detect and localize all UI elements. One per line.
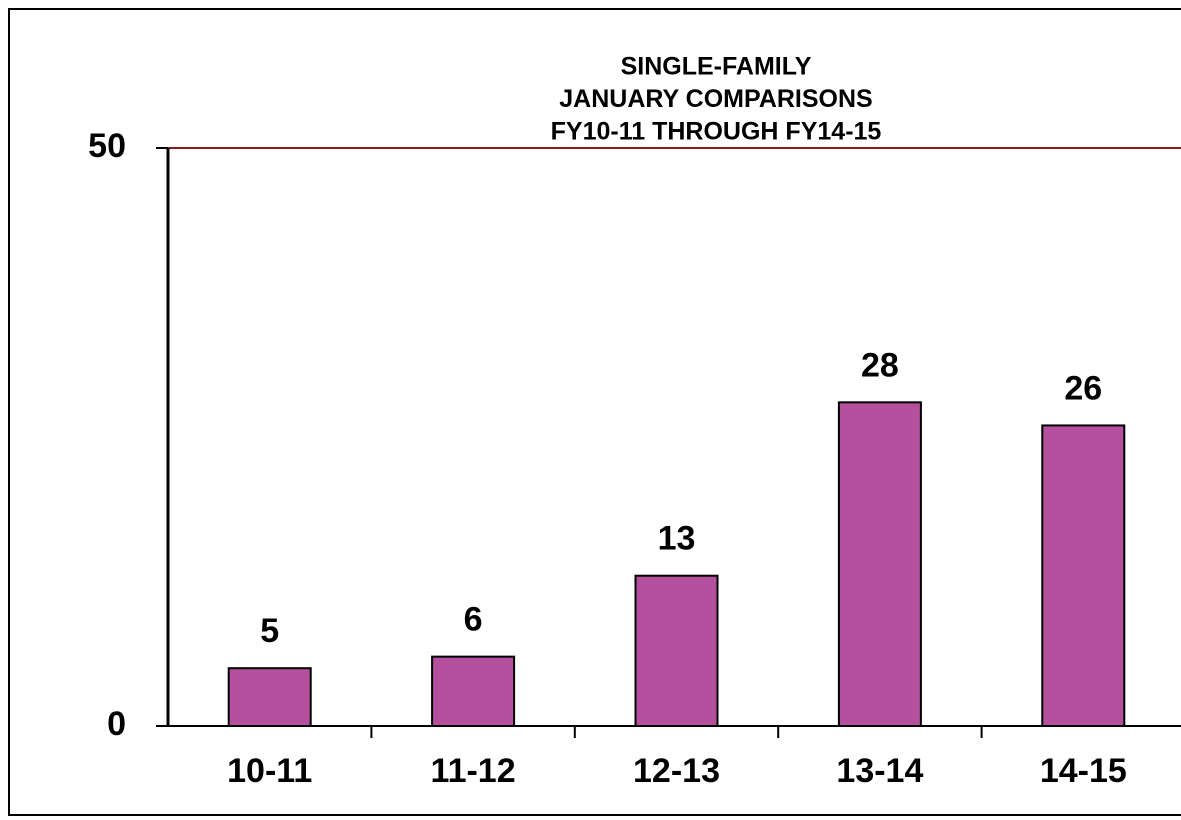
bar [227, 667, 312, 728]
chart-title: SINGLE-FAMILY [621, 53, 812, 81]
data-label: 26 [1064, 369, 1102, 407]
x-tick-label: 11-12 [431, 752, 516, 790]
x-tick-label: 13-14 [836, 752, 923, 790]
chart-title: JANUARY COMPARISONS [559, 85, 872, 113]
y-tick-label: 50 [88, 127, 126, 165]
x-tick-label: 12-13 [633, 752, 720, 790]
data-label: 13 [658, 520, 696, 558]
bar [634, 574, 719, 727]
chart-title: FY10-11 THROUGH FY14-15 [551, 118, 882, 146]
data-label: 28 [861, 346, 899, 384]
bar [431, 655, 516, 728]
frame [8, 8, 1181, 816]
bar [1041, 424, 1126, 727]
data-label: 6 [464, 601, 483, 639]
y-tick-label: 0 [107, 705, 126, 743]
x-tick-label: 14-15 [1040, 752, 1127, 790]
data-label: 5 [260, 612, 279, 650]
bar [837, 401, 922, 727]
x-tick-label: 10-11 [227, 752, 312, 790]
